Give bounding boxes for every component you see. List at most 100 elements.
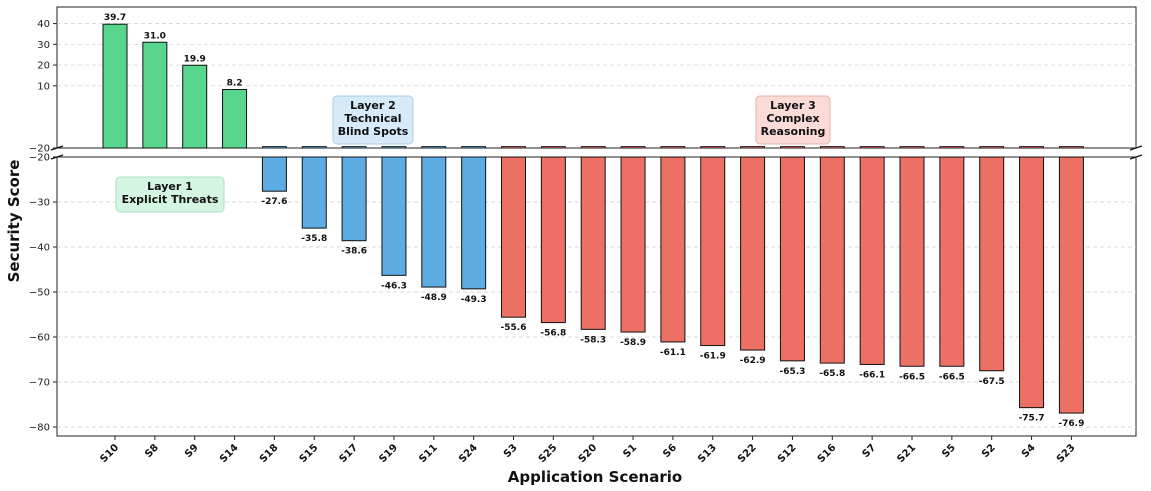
x-tick-label-S23: S23: [1055, 442, 1078, 465]
y-tick-label: −20: [29, 153, 50, 164]
x-tick-label-S5: S5: [940, 442, 958, 460]
bar-stub-S22: [740, 146, 765, 149]
data-label-S6: -61.1: [660, 348, 686, 358]
data-label-S14: 8.2: [227, 79, 243, 89]
bar-stub-S24: [461, 146, 487, 149]
bar-stub-S17: [341, 146, 367, 149]
annotation-text: Blind Spots: [338, 125, 409, 138]
data-label-S22: -62.9: [740, 356, 766, 366]
annotation-text: Layer 3: [770, 99, 816, 112]
data-label-S18: -27.6: [261, 197, 287, 207]
bar-stub-S12: [780, 146, 805, 149]
y-tick-label: 30: [37, 40, 50, 51]
data-label-S12: -65.3: [779, 367, 805, 377]
data-label-S9: 19.9: [184, 54, 206, 64]
bar-S17: [341, 156, 367, 242]
x-tick-label-S6: S6: [661, 442, 679, 460]
x-tick-label-S20: S20: [577, 442, 600, 465]
break-mark-lower-right: [1129, 154, 1143, 160]
data-label-S17: -38.6: [341, 247, 367, 257]
bar-S15: [301, 156, 327, 229]
data-label-S23: -76.9: [1058, 419, 1084, 429]
annotation-box: [755, 95, 831, 145]
x-tick-label-S16: S16: [816, 442, 839, 465]
data-label-S20: -58.3: [580, 335, 606, 345]
bar-S22: [740, 156, 766, 351]
upper-y-ticks: 40 30 20 10 −20: [29, 19, 57, 155]
y-tick-label: 40: [37, 19, 50, 30]
data-label-S25: -56.8: [540, 329, 566, 339]
x-tick-label-S22: S22: [736, 442, 759, 465]
bar-stub-S16: [819, 146, 845, 149]
bar-stub-S19: [381, 146, 407, 149]
bar-S21: [899, 156, 925, 367]
x-tick-label-S14: S14: [218, 442, 241, 465]
annotation-text: Layer 1: [147, 180, 193, 193]
bar-S10: [102, 23, 128, 149]
data-label-S3: -55.6: [501, 323, 527, 333]
axis-break-marks: [50, 145, 1143, 160]
annotation-box: [115, 176, 225, 213]
upper-gridlines: [57, 23, 1136, 87]
x-tick-label-S15: S15: [298, 442, 321, 465]
data-label-S24: -49.3: [461, 295, 487, 305]
data-label-S1: -58.9: [620, 338, 646, 348]
bar-S1: [620, 156, 646, 333]
bar-stub-S5: [939, 146, 965, 149]
data-label-S4: -75.7: [1019, 414, 1045, 424]
bar-S14: [222, 89, 248, 149]
y-tick-label: −70: [29, 378, 50, 389]
x-tick-label-S7: S7: [860, 442, 878, 460]
data-label-S10: 39.7: [104, 13, 126, 23]
bar-S9: [182, 64, 208, 149]
x-tick-label-S2: S2: [980, 442, 998, 460]
bar-S6: [660, 156, 686, 343]
y-axis-title: Security Score: [5, 160, 23, 283]
y-tick-label: −50: [29, 288, 50, 299]
y-tick-label: −80: [29, 423, 50, 434]
data-label-S2: -67.5: [979, 377, 1005, 387]
bar-stub-S23: [1059, 146, 1084, 149]
x-tick-label-S24: S24: [457, 442, 480, 465]
bar-stub-S20: [580, 146, 606, 149]
bar-stub-S11: [421, 146, 447, 149]
bar-S3: [501, 156, 526, 318]
bar-stub-S13: [700, 146, 726, 149]
x-tick-label-S12: S12: [776, 442, 799, 465]
annotation-text: Reasoning: [761, 125, 826, 138]
annotation-text: Layer 2: [350, 99, 396, 112]
bar-S8: [142, 41, 168, 149]
data-label-S13: -61.9: [700, 352, 726, 362]
lower-y-ticks: −20 −30 −40 −50 −60 −70 −80: [29, 153, 57, 434]
bar-S16: [819, 156, 845, 364]
x-tick-label-S19: S19: [377, 442, 400, 465]
upper-panel-frame: [56, 6, 1137, 149]
bar-stub-S7: [859, 146, 885, 149]
annotation-text: Technical: [344, 112, 401, 125]
bar-stub-S3: [501, 146, 526, 149]
x-tick-label-S18: S18: [258, 442, 281, 465]
data-label-S19: -46.3: [381, 281, 407, 291]
data-label-S16: -65.8: [819, 369, 845, 379]
bar-S20: [580, 156, 606, 330]
y-tick-label: −60: [29, 333, 50, 344]
x-tick-label-S21: S21: [895, 442, 918, 465]
bar-stub-S18: [261, 146, 287, 149]
x-tick-label-S3: S3: [502, 442, 520, 460]
bar-stub-S2: [979, 146, 1005, 149]
data-label-S11: -48.9: [421, 293, 447, 303]
bar-stub-S4: [1019, 146, 1044, 149]
bar-S7: [859, 156, 885, 365]
y-tick-label: −30: [29, 198, 50, 209]
bar-S18: [261, 156, 287, 192]
data-label-S7: -66.1: [859, 370, 885, 380]
bar-stub-S6: [660, 146, 686, 149]
data-label-S15: -35.8: [301, 234, 327, 244]
y-tick-label: −20: [29, 144, 50, 155]
bar-S19: [381, 156, 407, 276]
x-tick-label-S17: S17: [338, 442, 361, 465]
annotation-box: [332, 95, 414, 145]
